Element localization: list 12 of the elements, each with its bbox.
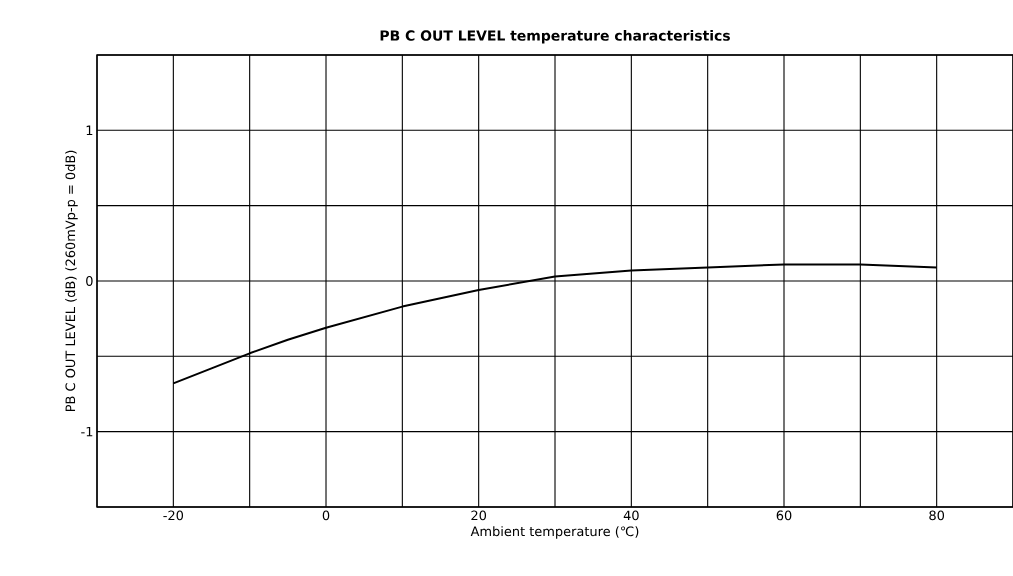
x-tick-label: 20 [471, 510, 487, 521]
y-tick-label: -1 [81, 426, 93, 437]
y-tick-label: 1 [86, 125, 93, 136]
x-tick-label: 60 [776, 510, 792, 521]
x-tick-label: -20 [163, 510, 184, 521]
y-tick-label: 0 [86, 276, 93, 286]
x-axis-title: Ambient temperature (℃) [470, 526, 639, 539]
chart-title: PB C OUT LEVEL temperature characteristics [380, 30, 730, 44]
x-tick-label: 80 [929, 510, 945, 521]
x-tick-label: 0 [322, 510, 330, 521]
x-tick-label: 40 [623, 510, 639, 521]
y-axis-title: PB C OUT LEVEL (dB) (260mVp-p = 0dB) [65, 150, 78, 412]
